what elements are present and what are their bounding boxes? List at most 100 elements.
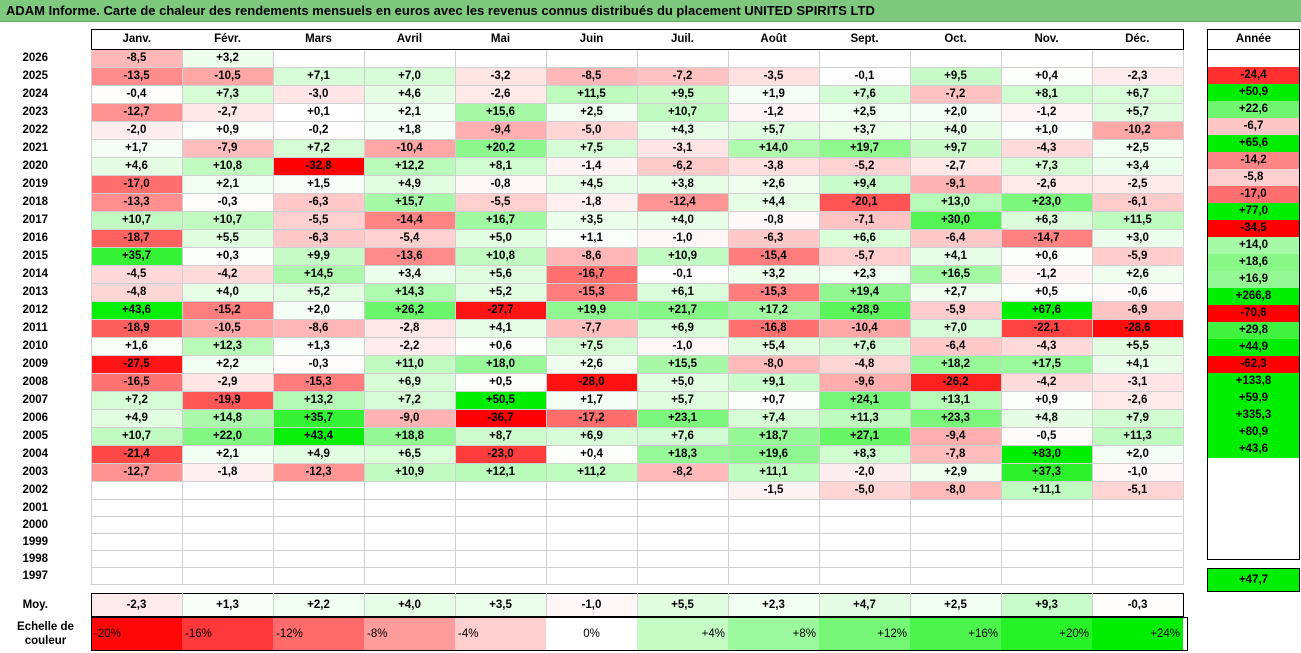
heatmap-cell <box>909 533 1002 551</box>
annual-row: -62,3 <box>1207 355 1300 373</box>
heatmap-cell <box>454 533 547 551</box>
heatmap-cell: +1,0 <box>1000 121 1093 140</box>
heatmap-cell: -1,2 <box>1000 265 1093 284</box>
year-label: 2023 <box>22 106 49 118</box>
annual-cell: +65,6 <box>1207 134 1300 152</box>
heatmap-cell: +0,7 <box>727 391 820 410</box>
heatmap-cell: -0,8 <box>454 175 547 194</box>
heatmap-cell: -2,7 <box>909 157 1002 176</box>
heatmap-cell: +2,6 <box>727 175 820 194</box>
heatmap-cell <box>727 49 820 68</box>
annual-cell <box>1207 491 1300 509</box>
heatmap-cell: +4,9 <box>363 175 456 194</box>
heatmap-cell: -5,9 <box>909 301 1002 320</box>
heatmap-cell: -7,7 <box>545 319 638 338</box>
heatmap-cell: +10,9 <box>636 247 729 266</box>
heatmap-cell: -5,0 <box>818 481 911 500</box>
heatmap-cell: +7,2 <box>272 139 365 158</box>
annual-cell: +22,6 <box>1207 100 1300 118</box>
annual-cell <box>1207 508 1300 526</box>
heatmap-cell: +9,1 <box>727 373 820 392</box>
heatmap-cell: +10,7 <box>90 427 183 446</box>
heatmap-cell: +0,4 <box>545 445 638 464</box>
year-label: 2020 <box>22 160 49 172</box>
heatmap-cell: +28,9 <box>818 301 911 320</box>
heatmap-cell: -8,0 <box>909 481 1002 500</box>
heatmap-cell <box>636 567 729 585</box>
annual-row: +133,8 <box>1207 372 1300 390</box>
heatmap-cell: +21,7 <box>636 301 729 320</box>
year-label: 2007 <box>22 394 49 406</box>
heatmap-cell: -0,8 <box>727 211 820 230</box>
scale-stop: -12% <box>273 617 364 651</box>
heatmap-cell: +11,0 <box>363 355 456 374</box>
month-header: Avril <box>364 29 455 50</box>
heatmap-cell: +7,2 <box>90 391 183 410</box>
annual-row: +335,3 <box>1207 406 1300 424</box>
annual-row: +266,8 <box>1207 287 1300 305</box>
heatmap-cell: -2,5 <box>1091 175 1184 194</box>
heatmap-cell: +0,6 <box>1000 247 1093 266</box>
heatmap-cell: +2,6 <box>545 355 638 374</box>
heatmap-cell <box>1000 49 1093 68</box>
annual-cell <box>1207 542 1300 560</box>
heatmap-cell: -1,5 <box>727 481 820 500</box>
heatmap-cell: +5,7 <box>636 391 729 410</box>
heatmap-cell: +6,9 <box>545 427 638 446</box>
year-label: 2001 <box>22 501 49 514</box>
year-row: 2021 +1,7 -7,9 +7,2 -10,4 +20,2 +7,5 -3,1 +14,0 +… <box>0 139 1184 158</box>
heatmap-cell: -15,2 <box>181 301 274 320</box>
heatmap-cell: +13,0 <box>909 193 1002 212</box>
heatmap-cell <box>363 49 456 68</box>
heatmap-cell: -2,3 <box>1091 67 1184 86</box>
annual-average-row: +47,7 <box>1207 568 1300 592</box>
annual-row: +59,9 <box>1207 389 1300 407</box>
heatmap-cell <box>909 550 1002 568</box>
heatmap-cell: +27,1 <box>818 427 911 446</box>
heatmap-cell: +8,3 <box>818 445 911 464</box>
average-cell: +4,7 <box>818 593 911 617</box>
heatmap-cell: -9,4 <box>454 121 547 140</box>
heatmap-cell: +11,3 <box>1091 427 1184 446</box>
year-label: 2010 <box>22 340 49 352</box>
annual-cell: -24,4 <box>1207 66 1300 84</box>
heatmap-cell: +11,2 <box>545 463 638 482</box>
year-row: 2010 +1,6 +12,3 +1,3 -2,2 +0,6 +7,5 -1,0 +5,4 +7,… <box>0 337 1184 356</box>
heatmap-cell <box>727 533 820 551</box>
heatmap-cell: -2,2 <box>363 337 456 356</box>
annual-cell: -17,0 <box>1207 185 1300 203</box>
heatmap-cell <box>909 49 1002 68</box>
annual-row <box>1207 525 1300 543</box>
heatmap-cell <box>363 516 456 534</box>
year-row: 2001 <box>0 499 1184 517</box>
heatmap-cell: +1,8 <box>363 121 456 140</box>
heatmap-cell <box>636 499 729 517</box>
heatmap-cell: +7,6 <box>818 85 911 104</box>
heatmap-cell: +7,6 <box>818 337 911 356</box>
heatmap-cell <box>1091 516 1184 534</box>
annual-row: +77,0 <box>1207 202 1300 220</box>
heatmap-cell: -4,8 <box>90 283 183 302</box>
average-cell: +3,5 <box>454 593 547 617</box>
heatmap-cell <box>909 567 1002 585</box>
heatmap-cell: -14,4 <box>363 211 456 230</box>
heatmap-cell: +6,1 <box>636 283 729 302</box>
scale-label: Echelle de couleur <box>17 621 74 647</box>
heatmap-cell: -2,6 <box>1091 391 1184 410</box>
year-label: 2004 <box>22 448 49 460</box>
heatmap-cell: +2,2 <box>181 355 274 374</box>
year-row: 2025 -13,5 -10,5 +7,1 +7,0 -3,2 -8,5 -7,2 -3,5 -0… <box>0 67 1184 86</box>
heatmap-cell: +5,4 <box>727 337 820 356</box>
annual-cell: +80,9 <box>1207 423 1300 441</box>
heatmap-cell <box>272 550 365 568</box>
average-cell: +2,3 <box>727 593 820 617</box>
heatmap-cell: +2,1 <box>363 103 456 122</box>
annual-cell <box>1207 525 1300 543</box>
heatmap-cell: +0,4 <box>1000 67 1093 86</box>
heatmap-cell <box>181 550 274 568</box>
heatmap-cell: +11,5 <box>545 85 638 104</box>
heatmap-cell <box>363 499 456 517</box>
heatmap-cell: -6,4 <box>909 337 1002 356</box>
scale-stop: +16% <box>910 617 1001 651</box>
heatmap-cell: -10,4 <box>363 139 456 158</box>
